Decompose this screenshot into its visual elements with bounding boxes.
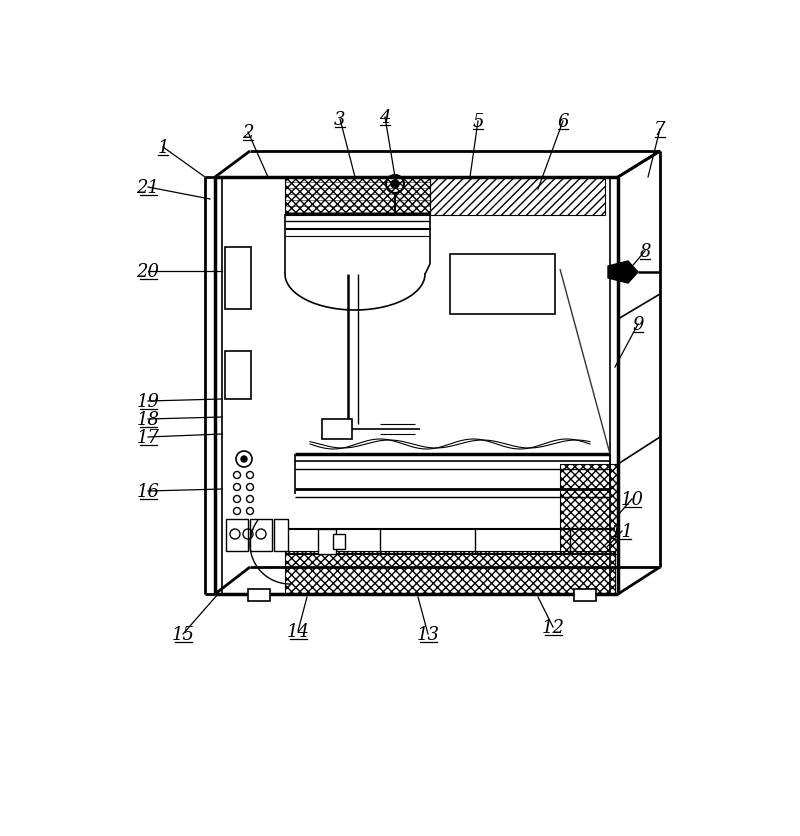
Bar	[226, 519, 248, 551]
Text: 2: 2	[242, 124, 254, 142]
Bar	[318, 529, 336, 554]
Bar	[225, 247, 251, 309]
Bar	[450, 255, 555, 314]
Bar	[322, 420, 352, 440]
Bar	[285, 178, 430, 216]
Text: 6: 6	[558, 113, 569, 131]
Circle shape	[391, 181, 399, 189]
Text: 11: 11	[610, 522, 634, 540]
Bar	[285, 551, 615, 594]
Bar	[250, 519, 272, 551]
Text: 21: 21	[137, 179, 159, 196]
Text: 14: 14	[286, 622, 310, 640]
Text: 18: 18	[137, 410, 159, 429]
Circle shape	[241, 456, 247, 462]
Text: 7: 7	[654, 121, 666, 139]
Text: 20: 20	[137, 263, 159, 281]
Text: 5: 5	[472, 113, 484, 131]
Bar	[274, 519, 288, 551]
Text: 17: 17	[137, 429, 159, 446]
Text: 4: 4	[379, 109, 390, 127]
Bar	[248, 589, 270, 601]
Text: 10: 10	[621, 491, 643, 508]
Bar	[430, 178, 605, 216]
Bar	[560, 465, 618, 554]
Text: 15: 15	[171, 625, 194, 643]
Text: 16: 16	[137, 482, 159, 501]
Bar	[574, 589, 596, 601]
Text: 9: 9	[632, 316, 644, 334]
Text: 3: 3	[334, 111, 346, 129]
Bar	[225, 352, 251, 400]
Bar	[333, 534, 345, 549]
Polygon shape	[608, 262, 638, 283]
Text: 1: 1	[158, 139, 169, 157]
Text: 12: 12	[542, 619, 565, 636]
Text: 13: 13	[417, 625, 439, 643]
Text: 8: 8	[639, 242, 650, 261]
Text: 19: 19	[137, 393, 159, 410]
